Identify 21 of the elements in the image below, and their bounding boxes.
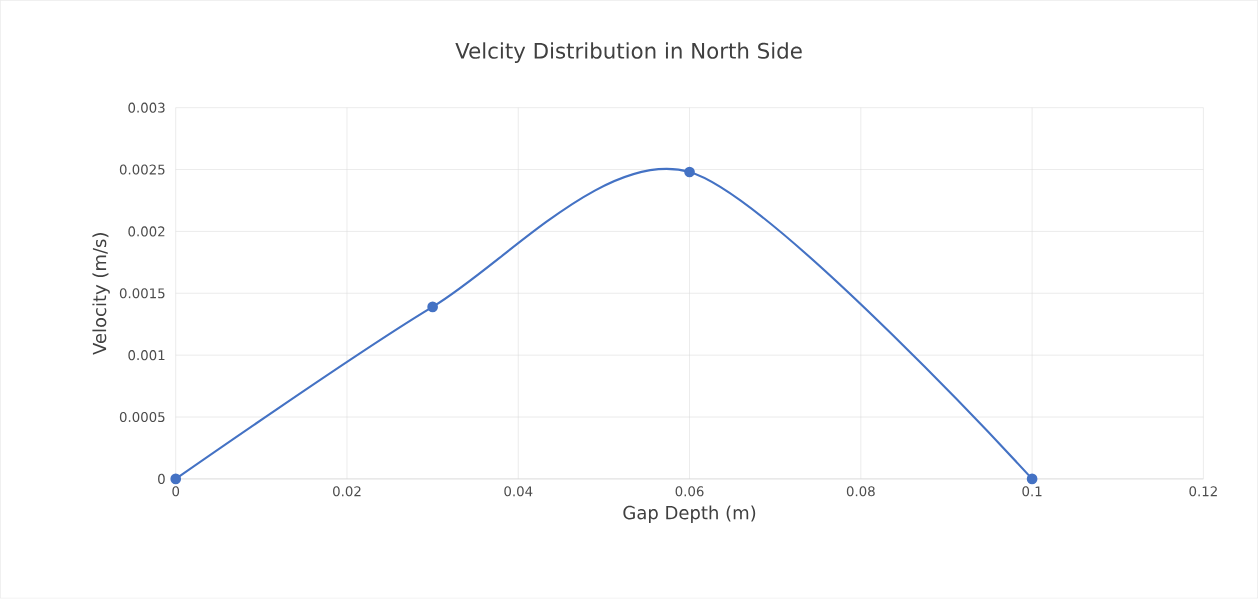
x-tick-label: 0 — [172, 486, 180, 497]
x-tick-label: 0.08 — [846, 486, 875, 497]
y-tick-label: 0.002 — [128, 226, 165, 237]
point — [684, 166, 695, 178]
x-tick-label: 0.04 — [504, 486, 533, 497]
point — [170, 473, 182, 485]
y-axis-title: Velocity (m/s) — [92, 233, 110, 356]
x-axis-title: Gap Depth (m) — [623, 505, 756, 524]
y-tick-label: 0.003 — [128, 102, 165, 113]
point — [427, 301, 438, 313]
y-tick-label: 0.001 — [128, 350, 165, 361]
point — [1026, 473, 1038, 485]
y-tick-label: 0.0025 — [119, 164, 165, 175]
y-tick-label: 0.0015 — [119, 288, 165, 299]
y-tick-label: 0 — [158, 474, 165, 485]
x-tick-label: 0.1 — [1022, 486, 1042, 497]
x-tick-label: 0.12 — [1189, 486, 1217, 497]
chart-title: Velcity Distribution in North Side — [455, 42, 802, 64]
x-tick-label: 0.06 — [675, 486, 704, 497]
y-tick-label: 0.0005 — [119, 412, 165, 423]
x-tick-label: 0.02 — [333, 486, 361, 497]
